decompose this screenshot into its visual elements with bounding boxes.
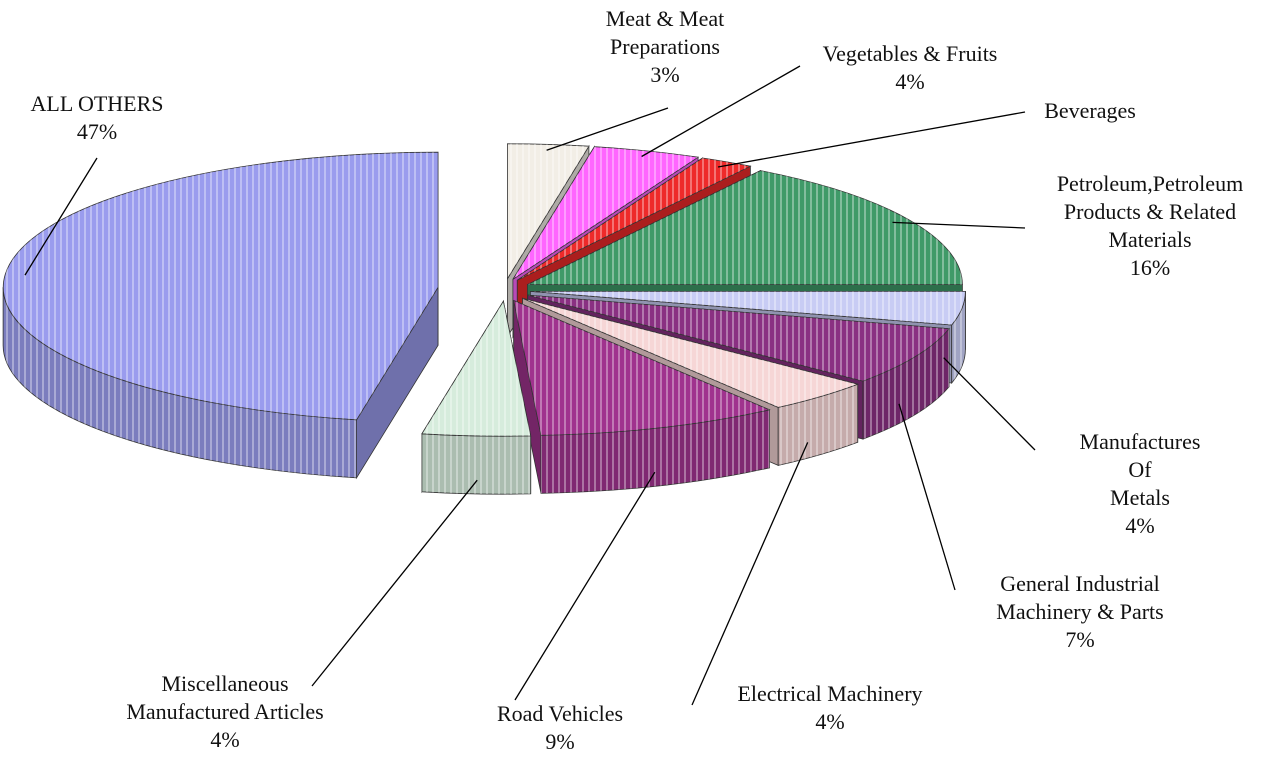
category-label: ALL OTHERS [30, 91, 164, 116]
category-label: Electrical Machinery [737, 681, 923, 706]
category-label: Miscellaneous Manufactured Articles [126, 671, 324, 724]
leader-line [943, 357, 1036, 451]
leader-line [24, 157, 98, 276]
slice-texture [517, 158, 751, 281]
leader-line [546, 107, 669, 151]
slice-side-texture [951, 291, 966, 383]
slice-side-texture [3, 287, 357, 478]
slice-side-texture [421, 433, 531, 495]
value-label: 4% [1125, 513, 1155, 538]
category-label: Meat & Meat Preparations [605, 6, 725, 59]
slice-texture [421, 301, 531, 437]
slice-label: Beverages [1044, 97, 1136, 125]
value-label: 9% [545, 729, 575, 754]
slice-texture [507, 143, 589, 279]
value-label: 7% [1065, 627, 1095, 652]
slice-side-texture [778, 384, 858, 466]
slice-label: Electrical Machinery 4% [737, 680, 922, 736]
category-label: Manufactures Of Metals [1079, 429, 1201, 510]
leader-line [311, 479, 478, 687]
slice-texture [527, 170, 963, 285]
slice-texture [3, 152, 439, 420]
leader-line [691, 442, 809, 706]
value-label: 16% [1129, 255, 1171, 280]
slice-label: Road Vehicles 9% [497, 700, 623, 756]
leader-line [892, 221, 1026, 229]
value-label: 47% [76, 119, 118, 144]
slice-side-texture [541, 409, 770, 494]
slice-texture [527, 295, 950, 382]
slice-label: Manufactures Of Metals 4% [1068, 428, 1213, 540]
leader-line [898, 403, 956, 591]
slice-texture [513, 300, 770, 436]
value-label: 4% [210, 727, 240, 752]
category-label: Beverages [1044, 98, 1136, 123]
category-label: Petroleum,Petroleum Products & Related M… [1056, 171, 1244, 252]
value-label: 4% [815, 709, 845, 734]
slice-texture [530, 291, 966, 325]
slice-label: Vegetables & Fruits 4% [823, 40, 998, 96]
leader-line [717, 111, 1026, 168]
category-label: General Industrial Machinery & Parts [996, 571, 1164, 624]
slice-label: Petroleum,Petroleum Products & Related M… [1057, 170, 1243, 282]
slice-label: Miscellaneous Manufactured Articles 4% [126, 670, 323, 754]
slice-side-texture [863, 328, 950, 440]
slice-label: ALL OTHERS 47% [30, 90, 163, 146]
slice-texture [512, 146, 699, 280]
value-label: 3% [650, 62, 680, 87]
category-label: Vegetables & Fruits [822, 41, 998, 66]
leader-line [514, 471, 656, 701]
slice-label: Meat & Meat Preparations 3% [606, 5, 725, 89]
slice-label: General Industrial Machinery & Parts 7% [996, 570, 1163, 654]
leader-line [641, 65, 801, 158]
category-label: Road Vehicles [496, 701, 624, 726]
slice-texture [522, 298, 858, 408]
value-label: 4% [895, 69, 925, 94]
